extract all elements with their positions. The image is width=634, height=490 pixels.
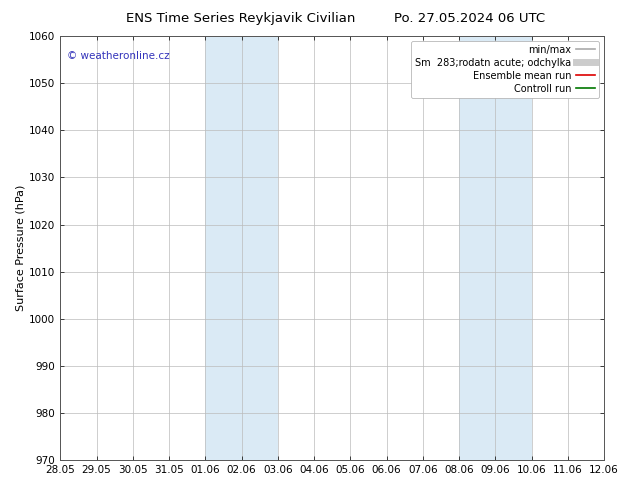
Text: © weatheronline.cz: © weatheronline.cz	[67, 51, 169, 61]
Text: Po. 27.05.2024 06 UTC: Po. 27.05.2024 06 UTC	[394, 12, 545, 25]
Bar	[459, 36, 532, 460]
Bar	[205, 36, 278, 460]
Legend: min/max, Sm  283;rodatn acute; odchylka, Ensemble mean run, Controll run: min/max, Sm 283;rodatn acute; odchylka, …	[411, 41, 599, 98]
Y-axis label: Surface Pressure (hPa): Surface Pressure (hPa)	[15, 185, 25, 311]
Text: ENS Time Series Reykjavik Civilian: ENS Time Series Reykjavik Civilian	[126, 12, 356, 25]
